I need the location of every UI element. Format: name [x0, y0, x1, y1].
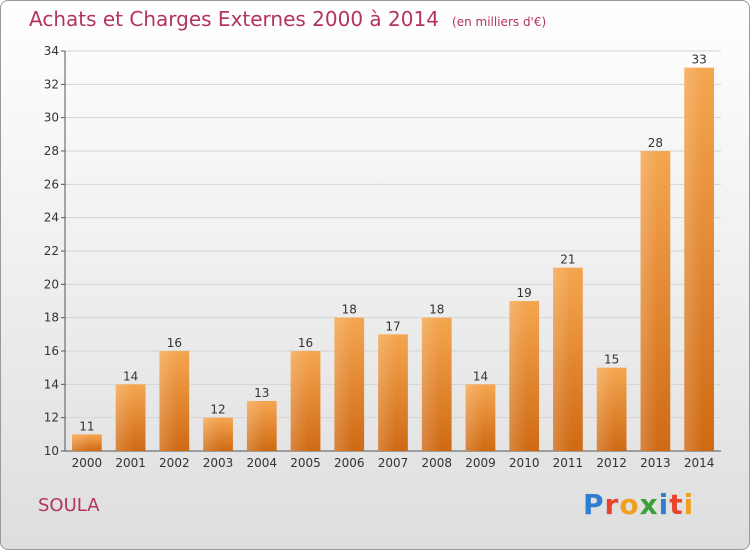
y-tick-label: 32: [44, 77, 59, 91]
x-tick-label-2010: 2010: [509, 456, 540, 470]
bar-shine-2008: [421, 317, 452, 451]
data-label-2013: 28: [648, 136, 663, 150]
bar-shine-2009: [465, 384, 496, 451]
y-tick-label: 24: [44, 211, 59, 225]
bar-shine-2005: [290, 351, 321, 451]
data-label-2000: 11: [79, 419, 94, 433]
data-label-2012: 15: [604, 353, 619, 367]
data-label-2005: 16: [298, 336, 313, 350]
data-label-2008: 18: [429, 303, 444, 317]
x-tick-label-2001: 2001: [115, 456, 146, 470]
x-tick-label-2003: 2003: [203, 456, 234, 470]
data-label-2002: 16: [167, 336, 182, 350]
x-tick-label-2013: 2013: [640, 456, 671, 470]
x-tick-label-2008: 2008: [421, 456, 452, 470]
data-label-2007: 17: [385, 319, 400, 333]
chart-title: Achats et Charges Externes 2000 à 2014 (…: [29, 7, 546, 31]
x-tick-label-2007: 2007: [378, 456, 409, 470]
logo-letter: i: [658, 488, 670, 521]
bar-shine-2001: [115, 384, 146, 451]
x-tick-label-2002: 2002: [159, 456, 190, 470]
data-label-2006: 18: [342, 303, 357, 317]
y-tick-label: 26: [44, 177, 59, 191]
proxiti-logo: Proxiti: [583, 488, 694, 521]
data-label-2001: 14: [123, 369, 138, 383]
y-tick-label: 12: [44, 411, 59, 425]
y-tick-label: 20: [44, 277, 59, 291]
y-tick-label: 18: [44, 311, 59, 325]
x-tick-label-2004: 2004: [247, 456, 278, 470]
bar-shine-2004: [246, 401, 277, 451]
title-unit: (en milliers d'€): [452, 15, 547, 29]
bar-shine-2012: [596, 367, 627, 451]
bar-shine-2007: [378, 334, 408, 451]
logo-letter: i: [683, 488, 695, 521]
y-tick-label: 34: [44, 44, 59, 58]
bar-shine-2000: [71, 434, 102, 451]
y-tick-label: 22: [44, 244, 59, 258]
x-tick-label-2005: 2005: [290, 456, 321, 470]
data-label-2003: 12: [210, 403, 225, 417]
bar-shine-2014: [684, 67, 715, 452]
data-label-2011: 21: [560, 253, 575, 267]
logo-letter: P: [583, 488, 605, 521]
commune-name: SOULA: [38, 495, 100, 516]
y-tick-label: 10: [44, 444, 59, 458]
y-tick-label: 16: [44, 344, 59, 358]
bar-shine-2013: [640, 151, 671, 451]
logo-letter: r: [604, 488, 620, 521]
logo-letter: t: [669, 488, 684, 521]
logo-letter: x: [639, 488, 659, 521]
x-tick-label-2000: 2000: [72, 456, 103, 470]
y-tick-label: 28: [44, 144, 59, 158]
data-label-2010: 19: [517, 286, 532, 300]
x-tick-label-2014: 2014: [684, 456, 715, 470]
bar-shine-2010: [509, 301, 540, 451]
bar-shine-2002: [159, 351, 190, 451]
data-label-2004: 13: [254, 386, 269, 400]
y-tick-label: 30: [44, 111, 59, 125]
logo-letter: o: [619, 488, 640, 521]
bar-shine-2003: [203, 417, 233, 451]
x-tick-label-2012: 2012: [596, 456, 627, 470]
x-tick-label-2006: 2006: [334, 456, 365, 470]
x-tick-label-2011: 2011: [553, 456, 584, 470]
bar-shine-2011: [553, 267, 583, 451]
bar-shine-2006: [334, 317, 365, 451]
title-main: Achats et Charges Externes 2000 à 2014: [29, 7, 439, 31]
data-label-2009: 14: [473, 369, 488, 383]
x-tick-label-2009: 2009: [465, 456, 496, 470]
data-label-2014: 33: [691, 53, 706, 67]
y-tick-label: 14: [44, 377, 59, 391]
